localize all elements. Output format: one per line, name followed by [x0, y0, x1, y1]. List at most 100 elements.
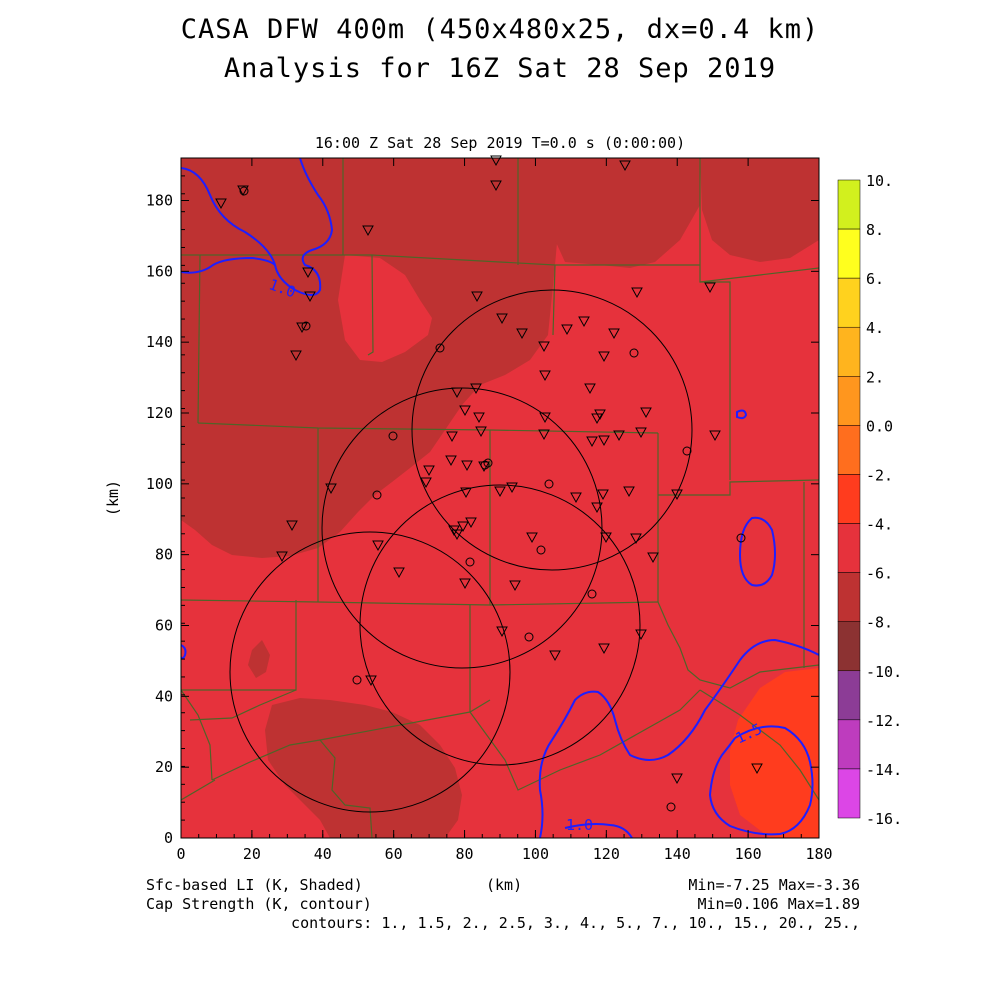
radar-ring-southeast: [359, 484, 641, 766]
y-tick-label: 160: [146, 262, 173, 280]
station-triangle-marker: [538, 429, 550, 441]
station-triangle-marker: [461, 460, 473, 472]
li-dark-region-northeast: [700, 158, 819, 262]
station-triangle-marker: [586, 436, 598, 448]
station-circle-marker: [682, 446, 692, 456]
y-tick-label: 180: [146, 192, 173, 210]
station-triangle-marker: [619, 160, 631, 172]
colorbar-segment: [837, 719, 861, 770]
station-triangle-marker: [470, 383, 482, 395]
colorbar-label: -10.: [866, 663, 902, 681]
li-dark-spot-west: [248, 640, 270, 678]
colorbar-label: -6.: [866, 565, 893, 583]
colorbar-label: 10.: [866, 172, 893, 190]
y-tick-label: 40: [155, 687, 173, 705]
station-triangle-marker: [475, 426, 487, 438]
radar-ring-north: [411, 289, 693, 571]
x-tick-label: 180: [805, 845, 832, 863]
colorbar-label: 4.: [866, 319, 884, 337]
station-triangle-marker: [591, 502, 603, 514]
footer-x-axis-unit: (km): [486, 876, 523, 894]
station-triangle-marker: [509, 580, 521, 592]
station-triangle-marker: [506, 482, 518, 494]
y-tick-label: 140: [146, 333, 173, 351]
footer-stats-shaded: Min=-7.25 Max=-3.36: [688, 876, 860, 894]
station-triangle-marker: [451, 387, 463, 399]
y-tick-label: 20: [155, 758, 173, 776]
colorbar-segment: [837, 228, 861, 279]
station-circle-marker: [352, 675, 362, 685]
station-triangle-marker: [671, 489, 683, 501]
contour-label: 1.0: [566, 816, 593, 834]
y-tick-label: 120: [146, 404, 173, 422]
colorbar-label: 0.0: [866, 417, 893, 435]
colorbar-segment: [837, 179, 861, 230]
station-triangle-marker: [630, 533, 642, 545]
valid-time-subtitle: 16:00 Z Sat 28 Sep 2019 T=0.0 s (0:00:00…: [314, 134, 686, 152]
colorbar-segment: [837, 277, 861, 328]
radar-range-rings: [229, 289, 693, 813]
station-circle-marker: [388, 431, 398, 441]
station-markers-triangle: [215, 155, 763, 785]
station-triangle-marker: [608, 328, 620, 340]
station-markers-circle: [239, 186, 746, 812]
station-triangle-marker: [446, 431, 458, 443]
colorbar-label: -16.: [866, 810, 902, 828]
colorbar-label: -8.: [866, 614, 893, 632]
x-tick-label: 120: [593, 845, 620, 863]
station-triangle-marker: [631, 287, 643, 299]
station-triangle-marker: [640, 407, 652, 419]
station-triangle-marker: [290, 350, 302, 362]
station-circle-marker: [587, 589, 597, 599]
x-axis-ticks: 0 20 40 60 80 100 120 140 160 180: [176, 158, 833, 863]
station-triangle-marker: [393, 567, 405, 579]
station-triangle-marker: [539, 412, 551, 424]
station-triangle-marker: [613, 430, 625, 442]
colorbar-label: -12.: [866, 712, 902, 730]
colorbar-label: 8.: [866, 221, 884, 239]
title-line-1: CASA DFW 400m (450x480x25, dx=0.4 km): [180, 14, 820, 45]
colorbar-segment: [837, 621, 861, 672]
station-circle-marker: [536, 545, 546, 555]
station-triangle-marker: [709, 430, 721, 442]
x-tick-label: 140: [664, 845, 691, 863]
station-triangle-marker: [362, 225, 374, 237]
station-triangle-marker: [704, 282, 716, 294]
station-triangle-marker: [457, 521, 469, 533]
colorbar-label: -4.: [866, 516, 893, 534]
title-line-2: Analysis for 16Z Sat 28 Sep 2019: [223, 53, 777, 84]
y-axis-ticks: 0 20 40 60 80 100 120 140 160 180: [146, 157, 819, 847]
station-triangle-marker: [490, 180, 502, 192]
li-dark-region-north-central: [555, 158, 700, 268]
station-triangle-marker: [584, 383, 596, 395]
x-tick-label: 100: [522, 845, 549, 863]
station-triangle-marker: [647, 552, 659, 564]
station-triangle-marker: [420, 477, 432, 489]
station-triangle-marker: [598, 643, 610, 655]
colorbar-label: -14.: [866, 761, 902, 779]
station-triangle-marker: [423, 465, 435, 477]
station-circle-marker: [239, 186, 249, 196]
station-circle-marker: [666, 802, 676, 812]
station-circle-marker: [435, 343, 445, 353]
station-triangle-marker: [471, 291, 483, 303]
station-triangle-marker: [325, 483, 337, 495]
station-triangle-marker: [490, 155, 502, 167]
station-triangle-marker: [539, 370, 551, 382]
station-triangle-marker: [598, 435, 610, 447]
x-tick-label: 80: [456, 845, 474, 863]
station-triangle-marker: [460, 487, 472, 499]
y-axis-label: (km): [104, 480, 122, 516]
footer-field-shaded: Sfc-based LI (K, Shaded): [146, 876, 363, 894]
station-triangle-marker: [372, 540, 384, 552]
colorbar-segment: [837, 425, 861, 475]
station-triangle-marker: [276, 551, 288, 563]
station-triangle-marker: [591, 413, 603, 425]
station-triangle-marker: [549, 650, 561, 662]
station-triangle-marker: [671, 773, 683, 785]
station-circle-marker: [483, 458, 493, 468]
station-triangle-marker: [286, 520, 298, 532]
station-circle-marker: [544, 479, 554, 489]
y-tick-label: 0: [164, 829, 173, 847]
